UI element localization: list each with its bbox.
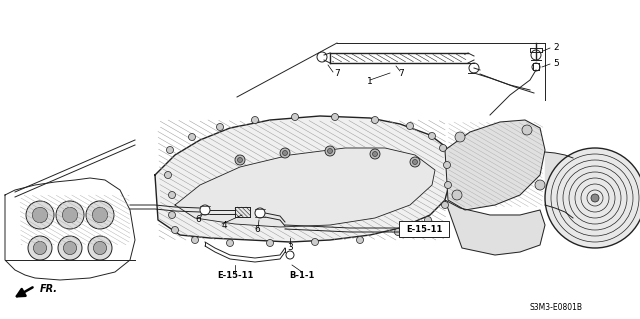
Circle shape [424, 217, 431, 224]
Circle shape [410, 157, 420, 167]
Circle shape [56, 201, 84, 229]
Text: B-1-1: B-1-1 [289, 271, 315, 280]
Text: 6: 6 [254, 226, 260, 234]
Circle shape [372, 152, 378, 157]
Circle shape [522, 125, 532, 135]
Text: 7: 7 [398, 69, 404, 78]
Circle shape [332, 114, 339, 121]
Text: E-15-11: E-15-11 [406, 225, 442, 234]
Circle shape [394, 228, 401, 235]
Circle shape [328, 149, 333, 153]
Polygon shape [155, 116, 450, 242]
Circle shape [235, 155, 245, 165]
Text: FR.: FR. [40, 284, 58, 294]
Text: 4: 4 [221, 221, 227, 231]
Circle shape [531, 50, 541, 60]
Circle shape [440, 145, 447, 152]
Circle shape [86, 201, 114, 229]
Circle shape [216, 123, 223, 130]
Polygon shape [445, 120, 545, 210]
Circle shape [172, 226, 179, 234]
Text: E-15-11: E-15-11 [217, 271, 253, 280]
Circle shape [62, 207, 77, 223]
Circle shape [26, 201, 54, 229]
Circle shape [164, 172, 172, 179]
Text: 2: 2 [553, 43, 559, 53]
Circle shape [442, 202, 449, 209]
Circle shape [455, 132, 465, 142]
Circle shape [58, 236, 82, 260]
Circle shape [286, 251, 294, 259]
Circle shape [189, 133, 195, 140]
Text: 6: 6 [195, 216, 201, 225]
Text: 1: 1 [367, 78, 373, 86]
Circle shape [291, 114, 298, 121]
Circle shape [92, 207, 108, 223]
Circle shape [255, 208, 265, 218]
Circle shape [191, 236, 198, 243]
Circle shape [356, 236, 364, 243]
Circle shape [413, 160, 417, 165]
Circle shape [32, 207, 48, 223]
Circle shape [445, 182, 451, 189]
Text: 5: 5 [553, 60, 559, 69]
Circle shape [535, 180, 545, 190]
Circle shape [444, 161, 451, 168]
Circle shape [325, 146, 335, 156]
Circle shape [312, 239, 319, 246]
Text: S3M3-E0801B: S3M3-E0801B [529, 302, 582, 311]
FancyBboxPatch shape [399, 221, 449, 237]
Circle shape [280, 148, 290, 158]
Circle shape [28, 236, 52, 260]
Circle shape [532, 63, 540, 71]
Circle shape [282, 151, 287, 155]
Circle shape [168, 191, 175, 198]
Circle shape [545, 148, 640, 248]
Circle shape [200, 205, 210, 215]
Circle shape [266, 240, 273, 247]
Circle shape [371, 116, 378, 123]
Text: 7: 7 [334, 70, 340, 78]
Polygon shape [175, 148, 435, 227]
Circle shape [227, 240, 234, 247]
Circle shape [406, 122, 413, 130]
Circle shape [370, 149, 380, 159]
Circle shape [237, 158, 243, 162]
Circle shape [63, 241, 77, 255]
Circle shape [591, 194, 599, 202]
Circle shape [469, 63, 479, 73]
Circle shape [88, 236, 112, 260]
Circle shape [166, 146, 173, 153]
Text: 3: 3 [287, 242, 293, 251]
Circle shape [33, 241, 47, 255]
Polygon shape [445, 200, 545, 255]
Circle shape [168, 211, 175, 219]
Circle shape [252, 116, 259, 123]
Circle shape [93, 241, 107, 255]
Circle shape [452, 190, 462, 200]
Circle shape [429, 132, 435, 139]
Circle shape [317, 52, 327, 62]
